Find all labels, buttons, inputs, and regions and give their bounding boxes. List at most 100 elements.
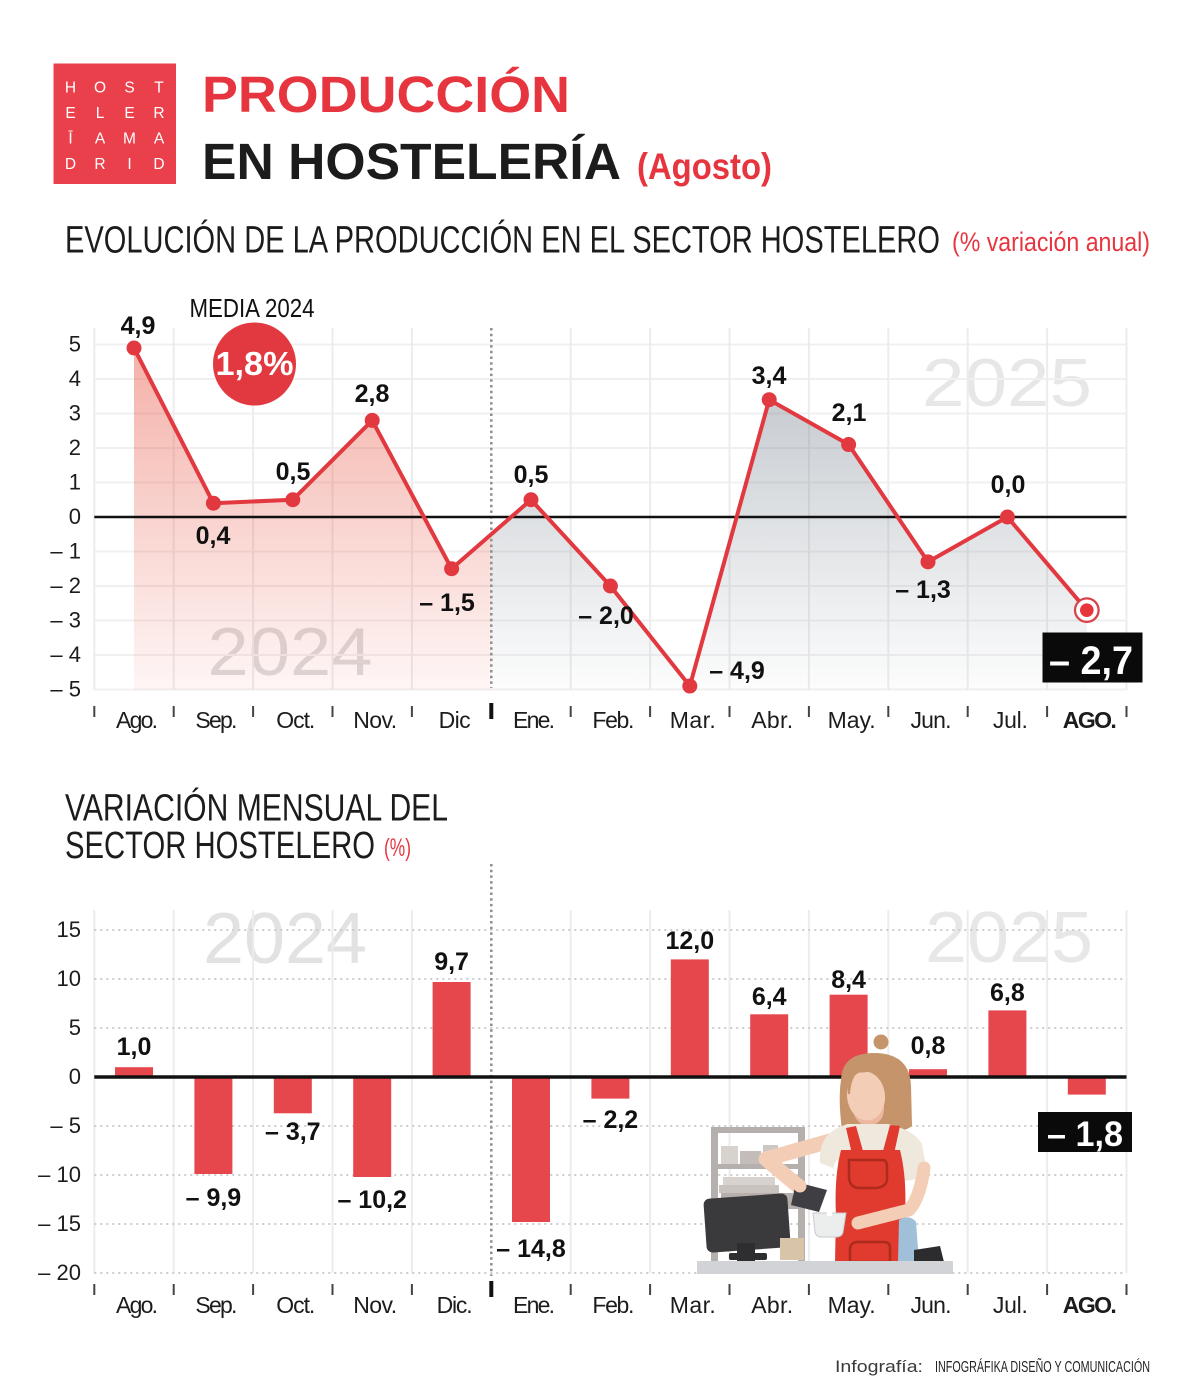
svg-text:Oct.: Oct. [276, 1292, 315, 1318]
svg-text:Feb.: Feb. [592, 707, 634, 733]
svg-text:AGO.: AGO. [1063, 707, 1117, 733]
svg-text:4: 4 [69, 366, 81, 391]
svg-text:Jun.: Jun. [911, 1292, 952, 1318]
svg-text:Abr.: Abr. [751, 707, 793, 733]
svg-text:Jun.: Jun. [911, 707, 952, 733]
svg-text:– 1,8: – 1,8 [1047, 1115, 1123, 1154]
svg-text:– 10: – 10 [38, 1162, 81, 1187]
svg-text:Abr.: Abr. [751, 1292, 793, 1318]
svg-text:– 5: – 5 [50, 1113, 81, 1138]
svg-text:0,0: 0,0 [991, 471, 1026, 499]
svg-text:D: D [153, 156, 164, 173]
svg-text:2024: 2024 [203, 899, 367, 979]
svg-text:E: E [124, 105, 134, 122]
svg-text:Nov.: Nov. [353, 707, 397, 733]
svg-text:Dic: Dic [439, 707, 471, 733]
svg-text:Oct.: Oct. [276, 707, 315, 733]
svg-text:– 5: – 5 [50, 677, 81, 702]
svg-text:0,5: 0,5 [514, 461, 549, 489]
svg-text:2: 2 [69, 435, 81, 460]
svg-text:M: M [123, 131, 136, 148]
svg-text:D: D [65, 156, 76, 173]
svg-text:I: I [127, 156, 131, 173]
svg-text:2025: 2025 [925, 898, 1093, 978]
svg-text:Ago.: Ago. [116, 1292, 158, 1318]
svg-text:R: R [94, 156, 105, 173]
svg-text:H: H [65, 80, 76, 97]
svg-text:5: 5 [69, 1015, 81, 1040]
svg-text:9,7: 9,7 [434, 948, 469, 976]
svg-text:VARIACIÓN MENSUAL DEL: VARIACIÓN MENSUAL DEL [65, 787, 448, 830]
svg-text:– 1,3: – 1,3 [895, 576, 951, 604]
svg-text:(%): (%) [384, 834, 411, 862]
svg-text:– 9,9: – 9,9 [186, 1184, 242, 1212]
svg-text:Sep.: Sep. [195, 1292, 237, 1318]
svg-text:(% variación anual): (% variación anual) [952, 227, 1150, 257]
svg-text:– 20: – 20 [38, 1260, 81, 1285]
svg-text:– 14,8: – 14,8 [496, 1235, 566, 1263]
svg-text:3: 3 [69, 401, 81, 426]
svg-text:– 4: – 4 [50, 642, 81, 667]
svg-text:2,8: 2,8 [355, 380, 390, 408]
svg-text:– 1: – 1 [50, 539, 81, 564]
svg-text:– 3,7: – 3,7 [265, 1118, 321, 1146]
svg-text:Jul.: Jul. [993, 707, 1028, 733]
svg-text:S: S [124, 80, 134, 97]
svg-text:Sep.: Sep. [195, 707, 237, 733]
svg-text:15: 15 [57, 917, 81, 942]
svg-text:Ene.: Ene. [513, 1292, 555, 1318]
svg-text:1,8%: 1,8% [216, 345, 294, 382]
svg-text:0,5: 0,5 [276, 458, 311, 486]
svg-text:Mar.: Mar. [670, 707, 716, 733]
svg-text:12,0: 12,0 [665, 927, 714, 955]
svg-text:SECTOR HOSTELERO: SECTOR HOSTELERO [65, 825, 375, 867]
svg-text:Nov.: Nov. [353, 1292, 397, 1318]
svg-text:MEDIA 2024: MEDIA 2024 [190, 293, 315, 323]
svg-text:May.: May. [828, 707, 876, 733]
svg-text:T: T [154, 80, 164, 97]
svg-text:6,4: 6,4 [752, 983, 787, 1011]
svg-text:EN HOSTELERÍA: EN HOSTELERÍA [202, 133, 621, 190]
svg-text:L: L [96, 105, 105, 122]
svg-text:0,4: 0,4 [196, 522, 231, 550]
svg-text:May.: May. [828, 1292, 876, 1318]
svg-text:AGO.: AGO. [1063, 1292, 1117, 1318]
svg-text:Feb.: Feb. [592, 1292, 634, 1318]
svg-text:– 3: – 3 [50, 608, 81, 633]
svg-text:1,0: 1,0 [117, 1033, 152, 1061]
svg-text:EVOLUCIÓN DE LA PRODUCCIÓN EN: EVOLUCIÓN DE LA PRODUCCIÓN EN EL SECTOR … [65, 219, 940, 262]
svg-text:Mar.: Mar. [670, 1292, 716, 1318]
svg-text:(Agosto): (Agosto) [637, 146, 772, 187]
svg-text:1: 1 [69, 470, 81, 495]
svg-text:0: 0 [69, 1064, 81, 1089]
svg-text:10: 10 [57, 966, 81, 991]
svg-text:Infografía:: Infografía: [835, 1357, 923, 1376]
svg-text:A: A [154, 131, 165, 148]
svg-text:Ene.: Ene. [513, 707, 555, 733]
svg-text:A: A [95, 131, 106, 148]
svg-text:Jul.: Jul. [993, 1292, 1028, 1318]
svg-text:6,8: 6,8 [990, 979, 1025, 1007]
svg-text:8,4: 8,4 [831, 966, 866, 994]
svg-text:2025: 2025 [922, 345, 1092, 421]
svg-text:Ago.: Ago. [116, 707, 158, 733]
svg-text:– 15: – 15 [38, 1211, 81, 1236]
svg-text:– 2,7: – 2,7 [1049, 639, 1133, 683]
svg-text:4,9: 4,9 [121, 312, 156, 340]
svg-text:5: 5 [69, 332, 81, 357]
svg-text:O: O [94, 80, 106, 97]
svg-text:0,8: 0,8 [911, 1032, 946, 1060]
svg-text:2,1: 2,1 [832, 399, 867, 427]
svg-text:– 1,5: – 1,5 [419, 589, 475, 617]
svg-text:– 2,2: – 2,2 [583, 1106, 639, 1134]
svg-text:– 4,9: – 4,9 [709, 657, 765, 685]
svg-text:R: R [153, 105, 164, 122]
svg-text:0: 0 [69, 504, 81, 529]
svg-text:3,4: 3,4 [752, 362, 787, 390]
svg-text:– 2: – 2 [50, 573, 81, 598]
svg-text:PRODUCCIÓN: PRODUCCIÓN [202, 66, 570, 123]
svg-text:– 2,0: – 2,0 [578, 602, 634, 630]
svg-text:E: E [65, 105, 75, 122]
svg-text:INFOGRÁFIKA DISEÑO Y COMUNICAC: INFOGRÁFIKA DISEÑO Y COMUNICACIÓN [935, 1356, 1150, 1376]
svg-text:– 10,2: – 10,2 [337, 1186, 407, 1214]
